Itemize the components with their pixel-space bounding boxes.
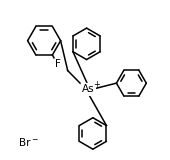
Text: As: As xyxy=(82,84,95,94)
Text: Br: Br xyxy=(19,138,30,148)
Text: F: F xyxy=(55,59,60,69)
Text: +: + xyxy=(93,80,100,89)
Text: −: − xyxy=(31,135,37,144)
